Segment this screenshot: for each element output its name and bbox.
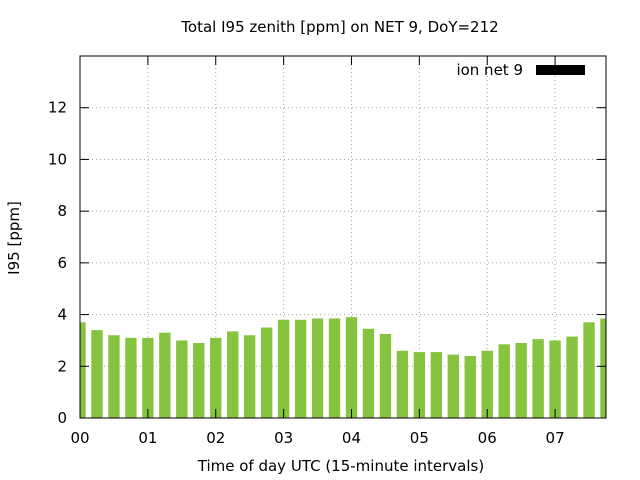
x-tick-label: 03 xyxy=(274,429,293,447)
ticks xyxy=(79,56,606,419)
bar xyxy=(396,350,409,418)
bar xyxy=(294,319,307,418)
bar xyxy=(566,336,578,418)
x-tick-label: 04 xyxy=(342,429,361,447)
bar xyxy=(413,352,426,418)
plot-border xyxy=(79,55,607,419)
bar xyxy=(125,337,137,418)
legend-swatch xyxy=(536,65,585,75)
y-tick-label: 0 xyxy=(57,409,67,427)
x-tick-label: 00 xyxy=(70,429,89,447)
bar xyxy=(243,335,256,418)
bar xyxy=(260,327,273,418)
y-tick-label: 6 xyxy=(57,254,67,272)
bar xyxy=(159,332,171,418)
y-tick-label: 10 xyxy=(48,150,67,168)
bars xyxy=(80,317,606,418)
bar xyxy=(345,317,358,418)
x-tick-label: 05 xyxy=(410,429,429,447)
bar xyxy=(176,340,188,418)
bar xyxy=(362,328,375,418)
bar xyxy=(379,333,392,418)
legend: ion net 9 xyxy=(456,61,585,79)
bar xyxy=(108,335,120,418)
bar xyxy=(311,318,324,418)
x-axis-label: Time of day UTC (15-minute intervals) xyxy=(197,457,484,475)
x-tick-label: 06 xyxy=(478,429,497,447)
y-tick-label: 2 xyxy=(57,357,67,375)
bar xyxy=(91,330,103,418)
chart-title: Total I95 zenith [ppm] on NET 9, DoY=212 xyxy=(180,18,498,36)
bar xyxy=(600,318,606,418)
bar xyxy=(498,344,510,418)
bar xyxy=(447,354,459,418)
bar xyxy=(80,322,86,418)
bar xyxy=(277,319,290,418)
x-tick-label: 07 xyxy=(546,429,565,447)
bar xyxy=(532,339,544,418)
y-axis-label: I95 [ppm] xyxy=(5,201,23,275)
bar xyxy=(142,337,154,418)
x-tick-label: 02 xyxy=(206,429,225,447)
grid-lines xyxy=(80,56,606,418)
y-tick-label: 8 xyxy=(57,202,67,220)
y-tick-label: 4 xyxy=(57,306,67,324)
bar xyxy=(210,337,222,418)
bar xyxy=(481,350,493,418)
bar xyxy=(549,340,561,418)
x-tick-label: 01 xyxy=(138,429,157,447)
bar xyxy=(328,318,341,418)
y-tick-label: 12 xyxy=(48,99,67,117)
bar xyxy=(515,343,527,418)
bar xyxy=(583,322,595,418)
legend-label: ion net 9 xyxy=(456,61,523,79)
bar xyxy=(430,352,443,418)
bar xyxy=(227,331,239,418)
bar xyxy=(193,343,205,418)
bar xyxy=(464,355,476,418)
